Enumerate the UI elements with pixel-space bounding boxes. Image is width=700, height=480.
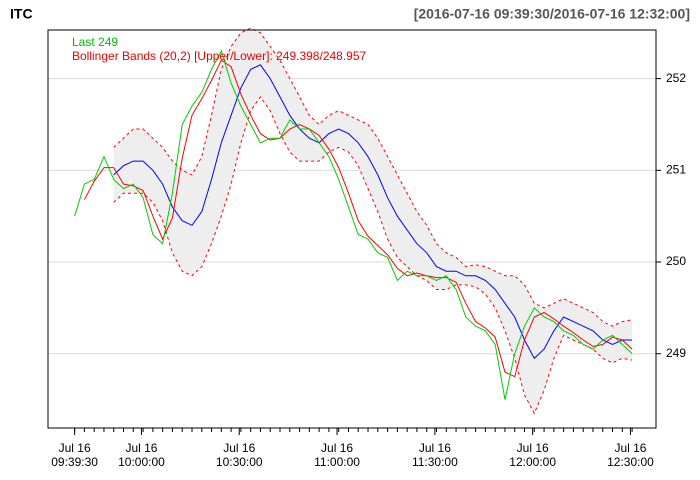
chart-title: ITC xyxy=(10,6,33,22)
plot-frame xyxy=(47,29,657,429)
x-tick-label: Jul 16 09:39:30 xyxy=(51,441,98,469)
x-tick-label: Jul 16 12:00:00 xyxy=(509,441,557,469)
legend-entry: Last 249 xyxy=(72,35,118,49)
y-tick-label: 252 xyxy=(666,71,686,85)
x-tick-label: Jul 16 11:30:00 xyxy=(411,441,458,469)
legend-entry: Bollinger Bands (20,2) [Upper/Lower]: 24… xyxy=(72,49,367,63)
y-tick-label: 250 xyxy=(666,254,686,268)
series-line xyxy=(113,64,633,360)
chart-subtitle: [2016-07-16 09:39:30/2016-07-16 12:32:00… xyxy=(414,6,690,22)
x-tick-label: Jul 16 10:30:00 xyxy=(215,441,263,469)
y-tick-label: 251 xyxy=(666,162,686,176)
x-tick-label: Jul 16 11:00:00 xyxy=(314,441,360,469)
series-line xyxy=(113,27,633,327)
x-tick-label: Jul 16 10:00:00 xyxy=(118,441,165,469)
series-line xyxy=(113,96,633,415)
band-fill xyxy=(113,28,633,414)
series-line xyxy=(74,49,633,400)
x-tick-label: Jul 16 12:30:00 xyxy=(607,441,654,469)
y-tick-label: 249 xyxy=(666,346,686,360)
